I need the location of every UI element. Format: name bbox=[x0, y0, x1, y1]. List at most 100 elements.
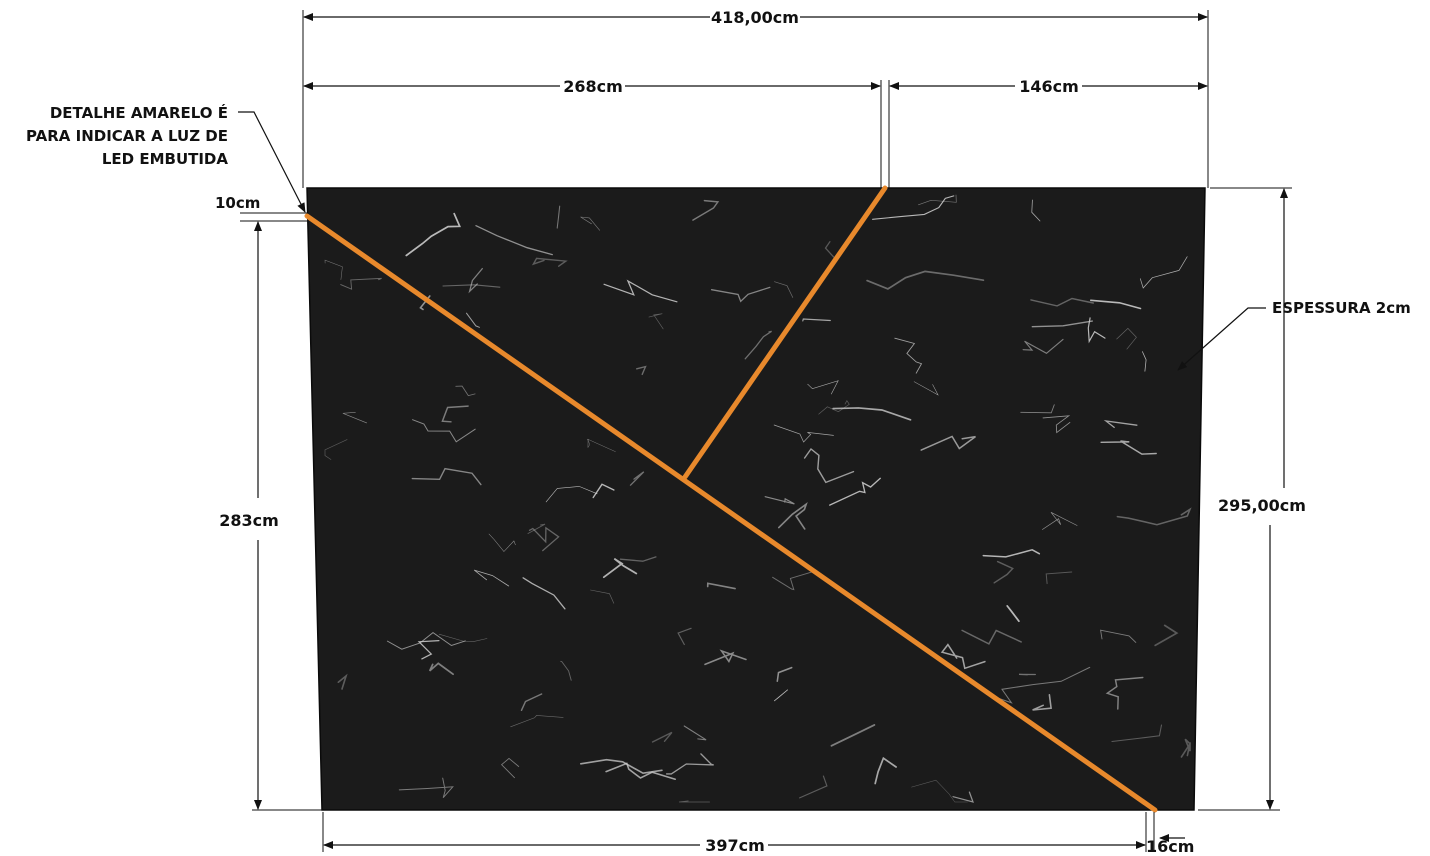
marble-vein bbox=[824, 241, 835, 258]
dimension-label-397: 397cm bbox=[705, 836, 765, 855]
marble-vein bbox=[952, 791, 975, 803]
marble-vein bbox=[438, 633, 488, 643]
marble-vein bbox=[500, 757, 520, 779]
marble-vein bbox=[1031, 320, 1094, 328]
dimension-bottom-width: 397cm bbox=[322, 812, 1147, 855]
dimension-label-16: 16cm bbox=[1146, 837, 1194, 856]
marble-vein bbox=[1116, 327, 1137, 350]
marble-vein bbox=[830, 724, 876, 747]
marble-vein bbox=[592, 483, 615, 499]
marble-vein bbox=[468, 267, 483, 294]
marble-vein bbox=[993, 560, 1014, 584]
dimension-bottom-offset: 16cm bbox=[1146, 812, 1194, 856]
marble-veins bbox=[324, 194, 1192, 803]
marble-vein bbox=[527, 523, 546, 534]
dimension-label-283: 283cm bbox=[219, 511, 279, 530]
marble-vein bbox=[465, 312, 480, 328]
marble-vein bbox=[710, 286, 771, 303]
marble-vein bbox=[1105, 676, 1144, 710]
marble-vein bbox=[1042, 511, 1078, 530]
marble-vein bbox=[982, 548, 1041, 558]
marble-vein bbox=[1022, 338, 1064, 354]
dimension-label-295: 295,00cm bbox=[1218, 496, 1306, 515]
led-note-line-3: LED EMBUTIDA bbox=[102, 150, 229, 168]
marble-vein bbox=[920, 435, 976, 451]
marble-vein bbox=[560, 660, 572, 681]
marble-vein bbox=[802, 318, 831, 322]
marble-vein bbox=[648, 313, 664, 330]
marble-vein bbox=[556, 205, 561, 229]
marble-vein bbox=[590, 589, 615, 604]
marble-vein bbox=[605, 762, 676, 780]
marble-vein bbox=[412, 419, 476, 443]
thickness-note-leader bbox=[1177, 307, 1266, 371]
marble-vein bbox=[411, 467, 482, 486]
marble-vein bbox=[677, 627, 692, 646]
marble-vein bbox=[678, 800, 710, 803]
marble-vein bbox=[1180, 738, 1192, 758]
marble-vein bbox=[1042, 415, 1071, 434]
marble-panel bbox=[306, 187, 1206, 811]
dimension-left-segment: 268cm bbox=[303, 77, 882, 188]
marble-vein bbox=[772, 570, 817, 591]
marble-vein bbox=[874, 756, 897, 785]
marble-vein bbox=[799, 775, 828, 799]
marble-vein bbox=[342, 411, 368, 424]
led-strip-branch bbox=[682, 185, 888, 480]
dimension-left-height: 283cm bbox=[219, 221, 322, 811]
marble-vein bbox=[776, 666, 793, 682]
marble-vein bbox=[894, 337, 923, 374]
dimension-label-10: 10cm bbox=[215, 194, 260, 212]
marble-vein bbox=[1103, 420, 1138, 429]
marble-vein bbox=[940, 643, 986, 670]
marble-vein bbox=[603, 279, 678, 303]
marble-vein bbox=[1100, 440, 1157, 455]
thickness-note: ESPESSURA 2cm bbox=[1177, 299, 1411, 371]
marble-vein bbox=[340, 277, 382, 290]
marble-vein bbox=[475, 225, 553, 256]
marble-vein bbox=[619, 556, 657, 562]
marble-vein bbox=[405, 212, 461, 257]
marble-vein bbox=[522, 577, 566, 610]
marble-vein bbox=[1154, 624, 1179, 647]
marble-vein bbox=[807, 380, 839, 395]
marble-vein bbox=[832, 407, 912, 421]
marble-vein bbox=[872, 195, 955, 220]
marble-vein bbox=[773, 689, 789, 702]
marble-vein bbox=[629, 471, 645, 486]
marble-vein bbox=[1139, 256, 1188, 289]
marble-vein bbox=[1032, 694, 1052, 711]
dimension-top-offset: 10cm bbox=[215, 194, 307, 222]
led-note: DETALHE AMARELO É PARA INDICAR A LUZ DE … bbox=[26, 103, 306, 213]
marble-vein bbox=[528, 526, 560, 552]
marble-vein bbox=[428, 662, 454, 676]
marble-vein bbox=[706, 582, 736, 590]
marble-vein bbox=[744, 330, 772, 360]
marble-vein bbox=[1116, 507, 1192, 526]
marble-vein bbox=[398, 777, 454, 799]
marble-vein bbox=[587, 438, 616, 452]
marble-vein bbox=[1111, 724, 1163, 743]
marble-vein bbox=[473, 569, 510, 587]
marble-vein bbox=[337, 673, 348, 690]
marble-vein bbox=[531, 257, 568, 267]
marble-vein bbox=[510, 715, 564, 728]
marble-vein bbox=[386, 632, 466, 650]
marble-vein bbox=[704, 649, 747, 666]
marble-vein bbox=[803, 447, 855, 484]
marble-vein bbox=[1031, 199, 1041, 222]
thickness-note-text: ESPESSURA 2cm bbox=[1272, 299, 1411, 317]
marble-vein bbox=[692, 199, 720, 221]
dimension-right-segment: 146cm bbox=[888, 77, 1208, 188]
dimension-label-418: 418,00cm bbox=[711, 8, 799, 27]
dimension-label-146: 146cm bbox=[1019, 77, 1079, 96]
marble-vein bbox=[545, 486, 598, 503]
led-strip-diagonal bbox=[304, 213, 1158, 813]
marble-vein bbox=[866, 270, 985, 290]
marble-vein bbox=[913, 381, 939, 396]
marble-vein bbox=[1087, 317, 1106, 344]
marble-vein bbox=[441, 405, 469, 423]
marble-vein bbox=[602, 557, 638, 579]
marble-vein bbox=[961, 629, 1022, 645]
marble-vein bbox=[764, 496, 795, 505]
